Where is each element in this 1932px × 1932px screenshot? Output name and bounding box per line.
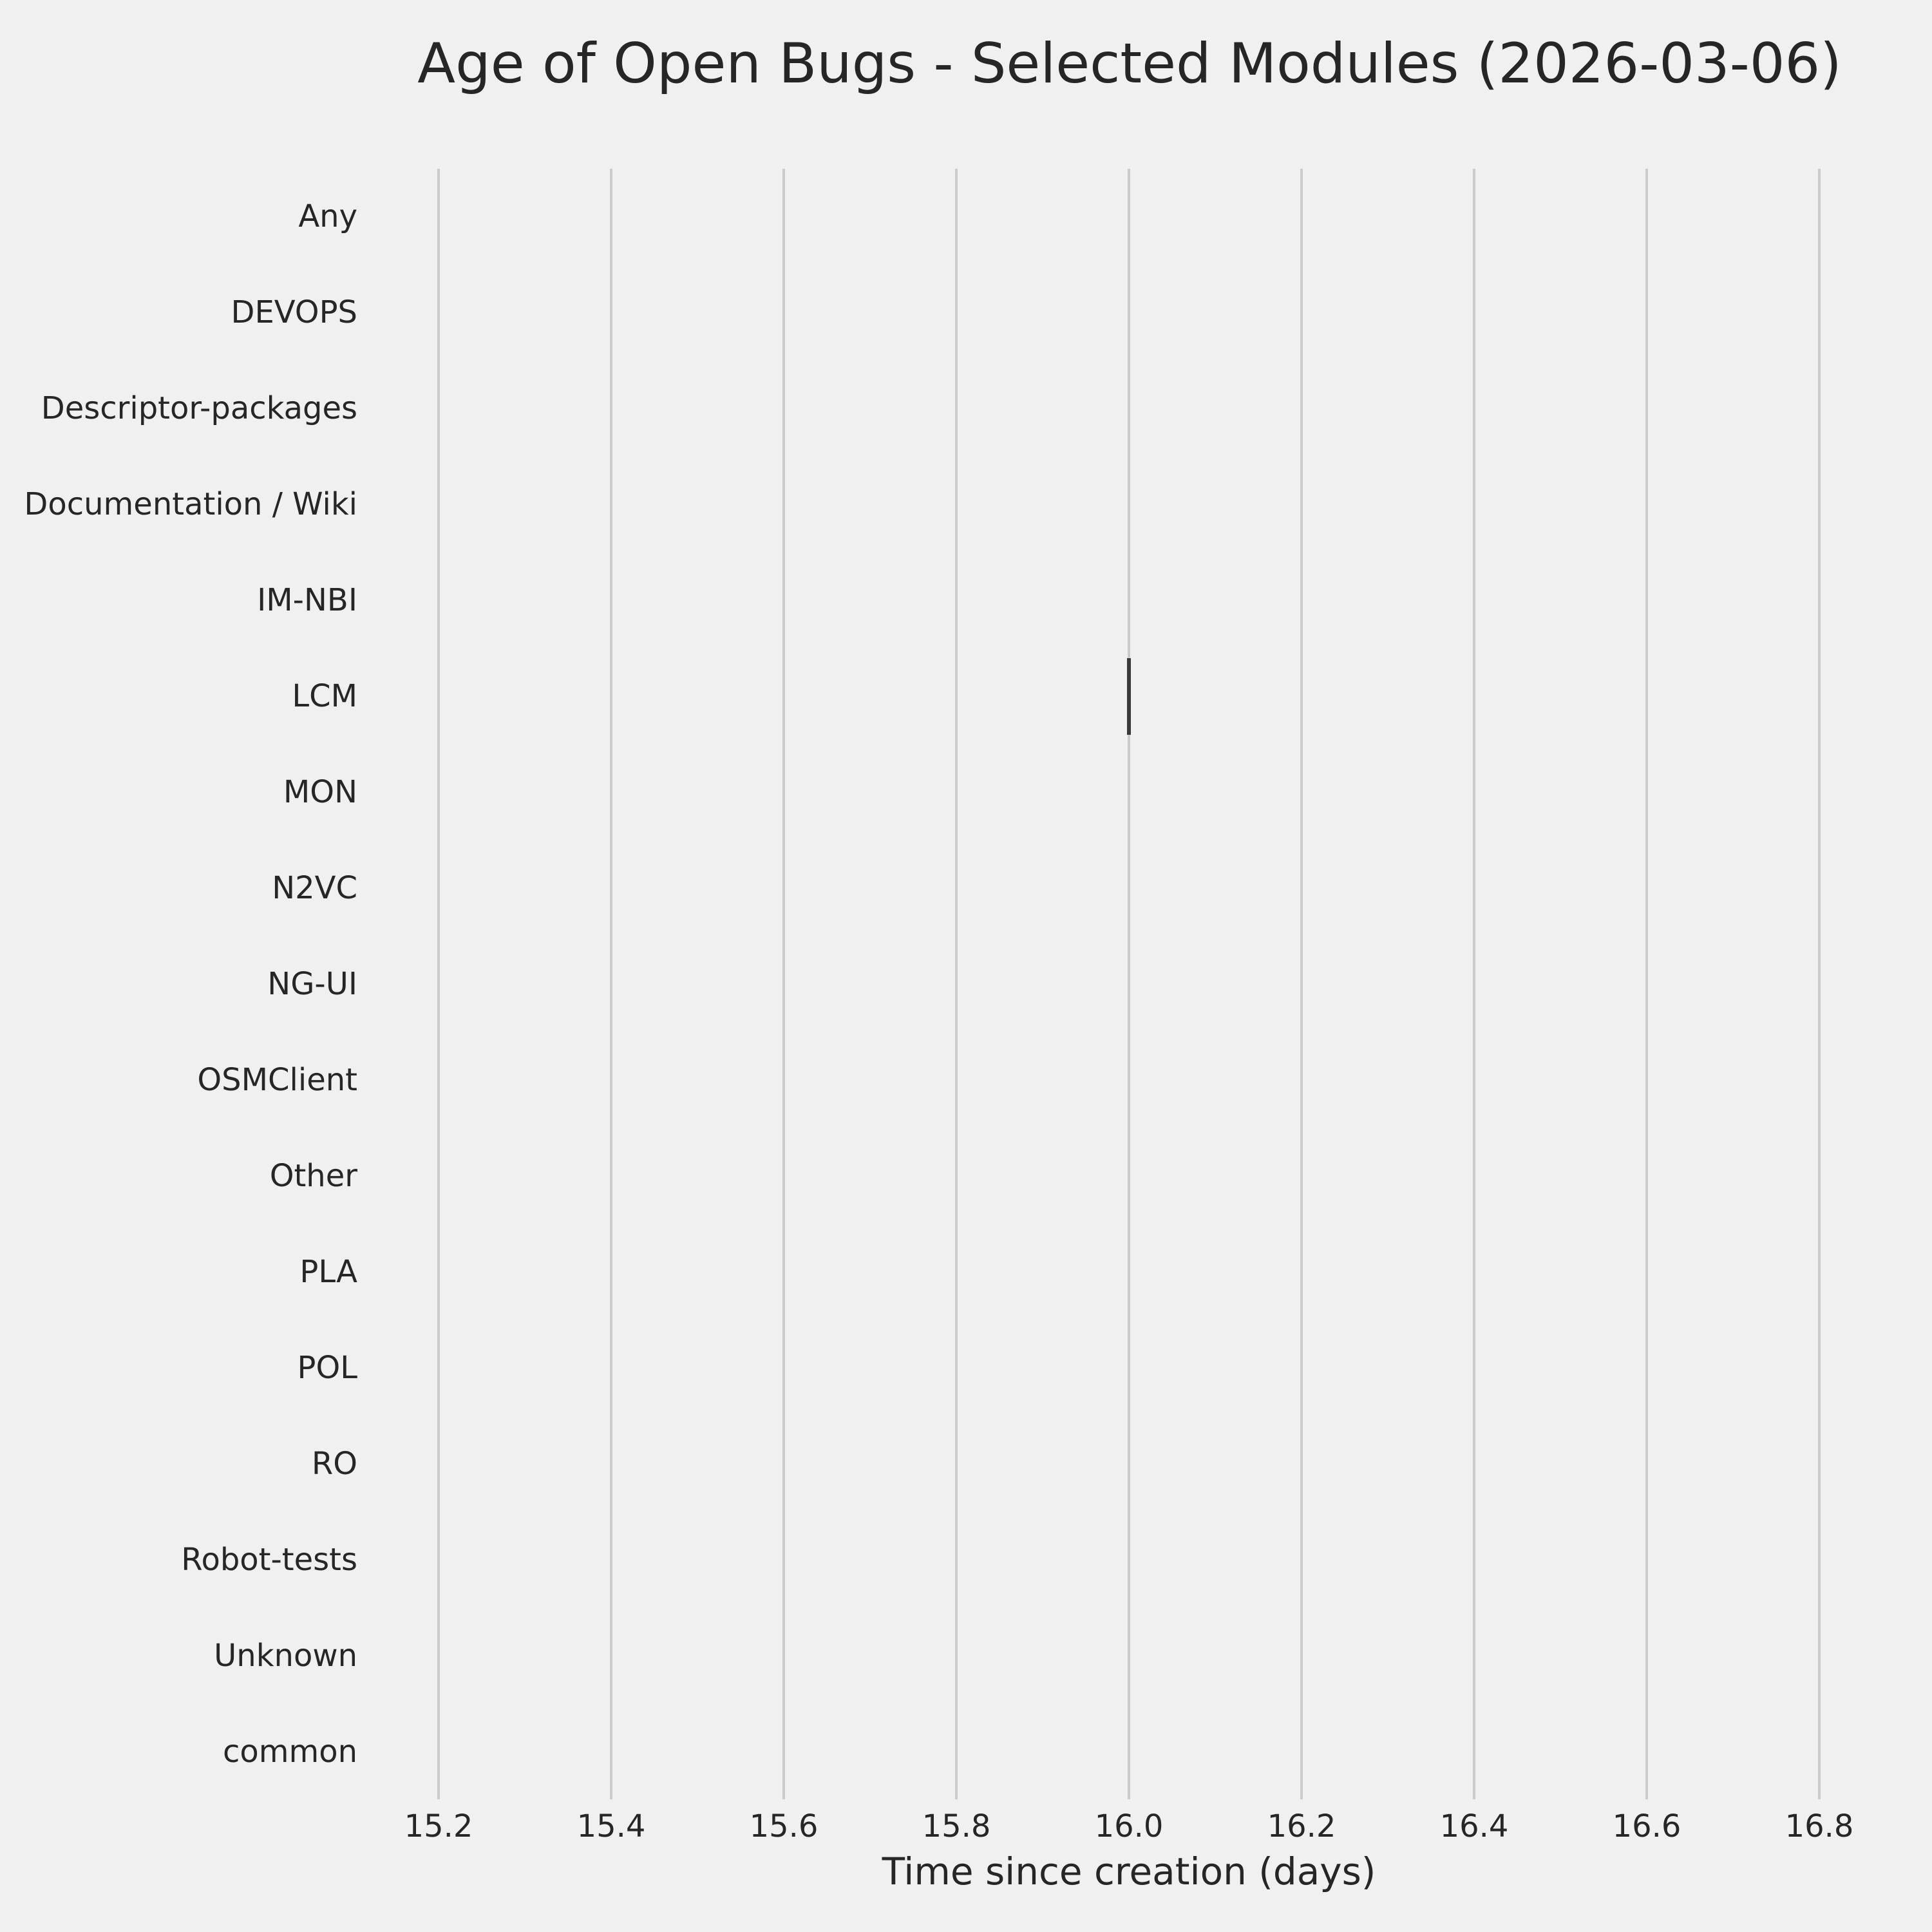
grid-line (610, 169, 612, 1799)
grid-line (437, 169, 440, 1799)
y-tick-label: N2VC (272, 870, 357, 906)
x-tick-label: 16.4 (1439, 1808, 1509, 1844)
y-tick-label: Documentation / Wiki (24, 486, 357, 522)
y-tick-label: POL (297, 1350, 357, 1386)
y-tick-label: Other (269, 1158, 357, 1194)
x-tick-label: 16.6 (1612, 1808, 1681, 1844)
x-tick-label: 16.8 (1785, 1808, 1854, 1844)
grid-line (1300, 169, 1303, 1799)
x-tick-label: 16.2 (1267, 1808, 1336, 1844)
y-tick-label: Unknown (214, 1638, 357, 1674)
y-tick-label: NG-UI (267, 966, 357, 1002)
x-tick-label: 15.8 (922, 1808, 991, 1844)
x-tick-label: 15.2 (404, 1808, 473, 1844)
y-tick-label: Any (298, 198, 357, 234)
y-tick-label: OSMClient (197, 1062, 357, 1098)
x-tick-label: 16.0 (1094, 1808, 1164, 1844)
y-tick-label: PLA (299, 1254, 357, 1290)
x-axis-label: Time since creation (days) (882, 1850, 1376, 1893)
y-tick-label: RO (311, 1446, 357, 1482)
chart-title: Age of Open Bugs - Selected Modules (202… (417, 32, 1842, 96)
grid-line (1128, 169, 1130, 1799)
y-tick-label: Robot-tests (181, 1542, 357, 1578)
grid-line (782, 169, 785, 1799)
x-tick-label: 15.4 (576, 1808, 646, 1844)
y-tick-label: IM-NBI (257, 582, 357, 618)
grid-line (1645, 169, 1648, 1799)
grid-line (1818, 169, 1821, 1799)
y-tick-label: MON (283, 774, 357, 810)
grid-line (955, 169, 958, 1799)
y-tick-label: LCM (292, 678, 357, 714)
y-tick-label: common (222, 1734, 357, 1770)
y-tick-label: DEVOPS (231, 294, 357, 330)
box-mark (1127, 658, 1131, 735)
grid-line (1473, 169, 1475, 1799)
y-tick-label: Descriptor-packages (41, 390, 357, 426)
x-tick-label: 15.6 (749, 1808, 819, 1844)
